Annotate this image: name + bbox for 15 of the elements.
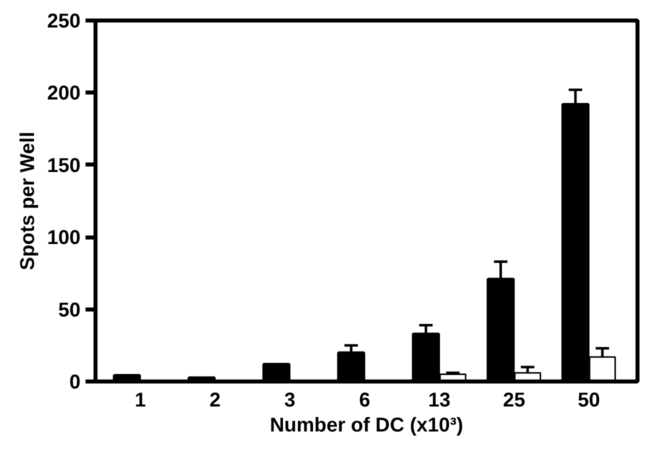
y-axis-title: Spots per Well [17,132,40,270]
x-tick-label: 1 [134,390,146,412]
y-tick-label: 50 [58,299,81,322]
x-tick-label: 3 [284,390,296,412]
y-tick-label: 0 [69,372,80,394]
x-tick-label: 2 [210,390,221,412]
x-tick-label: 50 [578,390,600,412]
y-tick-label: 200 [47,82,81,105]
x-tick-label: 6 [359,390,370,412]
y-tick-label: 250 [47,10,81,32]
x-tick-label: 25 [503,390,526,412]
x-tick-label: 13 [428,390,451,412]
x-axis-title: Number of DC (x10³) [270,414,464,436]
y-tick-label: 150 [47,154,81,177]
y-tick-label: 100 [47,227,81,250]
